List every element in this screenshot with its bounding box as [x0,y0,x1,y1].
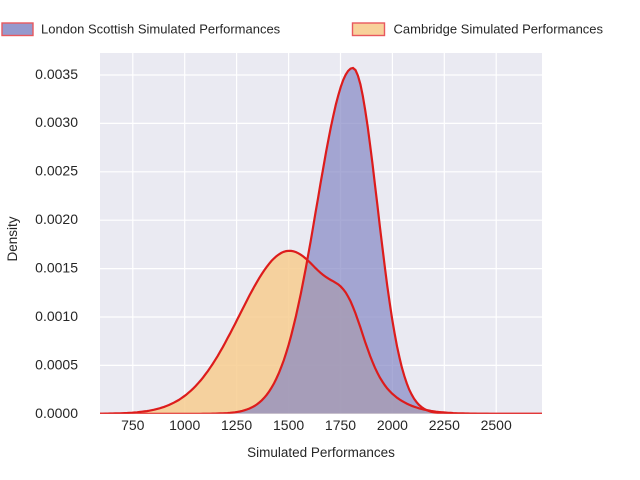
svg-text:1000: 1000 [169,417,200,433]
svg-text:Simulated Performances: Simulated Performances [247,445,395,460]
svg-text:1250: 1250 [221,417,252,433]
svg-text:0.0020: 0.0020 [35,211,78,227]
svg-text:Density: Density [5,216,20,261]
svg-text:London Scottish Simulated Perf: London Scottish Simulated Performances [41,22,281,37]
svg-text:2250: 2250 [429,417,460,433]
svg-text:0.0000: 0.0000 [35,405,78,421]
svg-text:0.0035: 0.0035 [35,66,78,82]
svg-text:0.0010: 0.0010 [35,308,78,324]
svg-text:1500: 1500 [273,417,304,433]
svg-text:2500: 2500 [481,417,512,433]
svg-text:2000: 2000 [377,417,408,433]
svg-text:0.0015: 0.0015 [35,260,78,276]
svg-text:0.0025: 0.0025 [35,163,78,179]
svg-text:750: 750 [121,417,145,433]
svg-text:0.0005: 0.0005 [35,357,78,373]
svg-text:Cambridge Simulated Performanc: Cambridge Simulated Performances [394,22,604,37]
svg-text:1750: 1750 [325,417,356,433]
svg-text:0.0030: 0.0030 [35,114,78,130]
